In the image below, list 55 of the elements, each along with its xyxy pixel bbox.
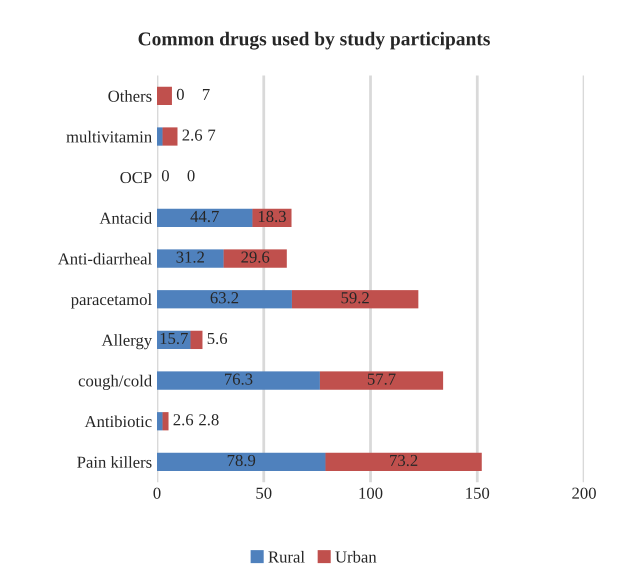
bar (224, 249, 287, 268)
y-tick-label: multivitamin (66, 130, 152, 142)
bar (162, 127, 178, 146)
bar (157, 452, 326, 472)
data-label: 7 (208, 130, 216, 141)
y-tick-label: OCP (120, 172, 152, 184)
legend-label: Rural (268, 550, 305, 563)
bar (157, 371, 320, 390)
x-tick-label: 100 (359, 488, 382, 499)
data-label: 57.7 (368, 374, 396, 385)
y-tick-label: cough/cold (78, 374, 152, 390)
data-label: 18.3 (258, 210, 286, 222)
bar (292, 290, 418, 308)
legend-label: Urban (335, 550, 376, 563)
x-tick-label: 150 (466, 488, 490, 499)
bar (157, 412, 163, 430)
data-label: 78.9 (228, 454, 256, 466)
bar (162, 412, 169, 430)
y-tick-label: Others (108, 90, 152, 102)
data-label: 0 (162, 170, 169, 182)
bar (157, 330, 191, 350)
data-label: 31.2 (176, 252, 204, 263)
data-label: 44.7 (190, 210, 219, 222)
y-tick-label: Antacid (100, 212, 152, 224)
y-tick-label: Anti-diarrheal (58, 252, 152, 264)
bar (157, 249, 224, 268)
x-tick-label: 50 (256, 488, 272, 499)
data-label: 59.2 (342, 292, 369, 304)
bar (190, 330, 202, 350)
y-tick-label: Pain killers (77, 456, 152, 468)
bar (157, 86, 172, 106)
y-tick-label: Antibiotic (84, 415, 152, 428)
data-label: 5.6 (208, 332, 228, 344)
data-label: 63.2 (210, 292, 238, 304)
y-tick-label: paracetamol (70, 293, 152, 309)
x-tick-label: 0 (153, 488, 161, 499)
data-label: 2.6 (174, 414, 194, 426)
x-tick-label: 200 (572, 488, 596, 499)
bar (252, 208, 292, 228)
data-label: 2.6 (182, 130, 202, 141)
data-label: 76.3 (224, 374, 252, 385)
data-label: 15.7 (160, 332, 188, 344)
bar (320, 371, 444, 390)
data-label: 29.6 (241, 252, 270, 263)
data-label: 2.8 (199, 414, 219, 426)
bar (157, 290, 292, 308)
bar (325, 452, 482, 472)
data-label: 0 (176, 88, 184, 100)
chart-title: Common drugs used by study participants (138, 32, 490, 50)
data-label: 73.2 (390, 454, 418, 466)
bar (157, 127, 163, 146)
y-tick-label: Allergy (102, 334, 152, 350)
data-label: 7 (202, 88, 210, 100)
data-label: 0 (188, 170, 195, 182)
bar (157, 208, 252, 228)
